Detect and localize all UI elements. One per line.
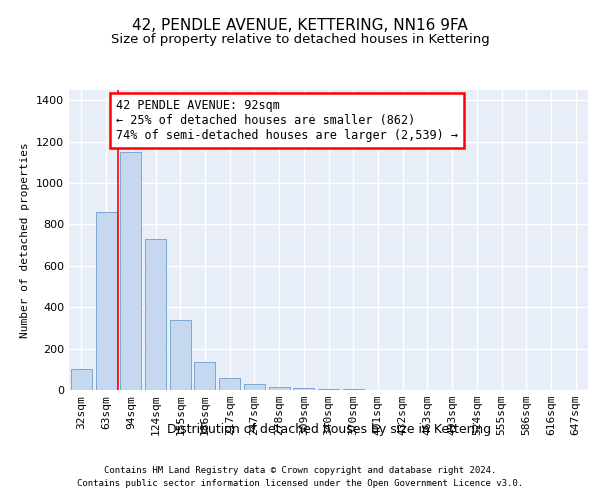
Bar — [145, 239, 166, 390]
Bar — [318, 389, 339, 390]
Text: 42 PENDLE AVENUE: 92sqm
← 25% of detached houses are smaller (862)
74% of semi-d: 42 PENDLE AVENUE: 92sqm ← 25% of detache… — [116, 99, 458, 142]
Text: Contains public sector information licensed under the Open Government Licence v3: Contains public sector information licen… — [77, 479, 523, 488]
Bar — [194, 362, 215, 390]
Y-axis label: Number of detached properties: Number of detached properties — [20, 142, 31, 338]
Bar — [219, 378, 240, 390]
Bar — [71, 370, 92, 390]
Text: 42, PENDLE AVENUE, KETTERING, NN16 9FA: 42, PENDLE AVENUE, KETTERING, NN16 9FA — [132, 18, 468, 32]
Bar — [95, 212, 116, 390]
Bar — [120, 152, 141, 390]
Bar — [170, 320, 191, 390]
Text: Distribution of detached houses by size in Kettering: Distribution of detached houses by size … — [167, 422, 491, 436]
Text: Size of property relative to detached houses in Kettering: Size of property relative to detached ho… — [110, 32, 490, 46]
Text: Contains HM Land Registry data © Crown copyright and database right 2024.: Contains HM Land Registry data © Crown c… — [104, 466, 496, 475]
Bar — [269, 387, 290, 390]
Bar — [244, 384, 265, 390]
Bar — [293, 388, 314, 390]
